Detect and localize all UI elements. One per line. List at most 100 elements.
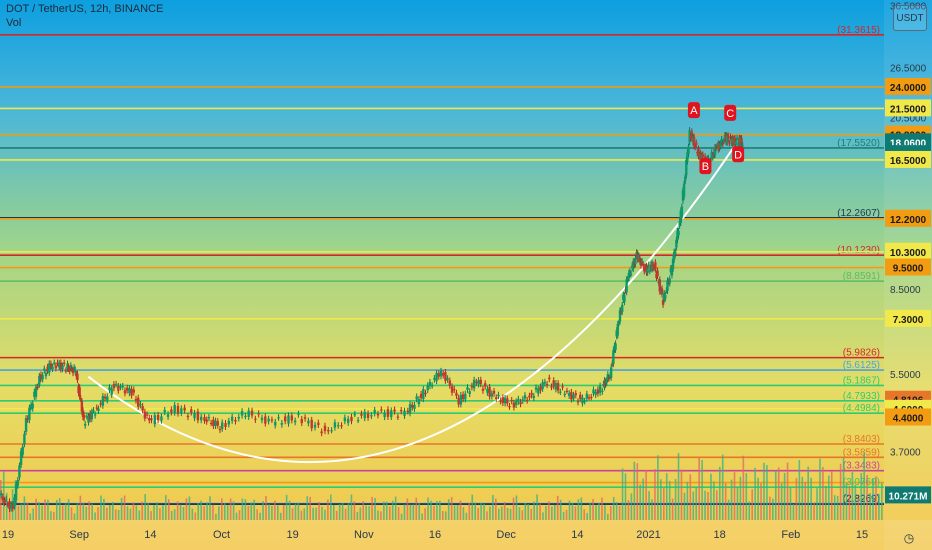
candle-body (488, 386, 491, 397)
volume-bar (548, 501, 550, 520)
volume-bar (489, 506, 491, 520)
candle-body (733, 137, 737, 145)
candle-body (483, 383, 487, 387)
volume-bar (459, 500, 462, 520)
candle-body (221, 422, 224, 429)
candle-body (628, 270, 632, 275)
volume-bar (592, 498, 594, 520)
candle-body (722, 140, 726, 142)
candle-body (490, 393, 494, 397)
candle-body (682, 183, 686, 197)
volume-bar (91, 503, 93, 520)
volume-bar (601, 497, 603, 520)
wave-label-text: B (702, 161, 709, 173)
volume-bar (689, 474, 692, 520)
candle-body (581, 397, 584, 404)
candle-body (450, 386, 454, 393)
wave-label-badge (732, 146, 745, 163)
candle-body (218, 428, 222, 431)
volume-bar (0, 480, 2, 520)
candle-body (475, 381, 478, 384)
candle-body (408, 404, 412, 414)
candle-body (415, 396, 418, 400)
candle-body (346, 418, 350, 423)
candle-body (411, 404, 414, 408)
y-tick-label: 36.5000 (890, 1, 927, 12)
candle-body (134, 398, 138, 401)
volume-bar (657, 455, 659, 520)
price-box (885, 486, 931, 504)
candle-body (92, 410, 95, 412)
volume-bar (117, 509, 120, 520)
candle-body (617, 322, 621, 324)
volume-bar (238, 510, 241, 520)
candle-body (486, 388, 489, 393)
candle-body (654, 262, 657, 270)
volume-bar (383, 501, 385, 520)
candle-body (477, 380, 480, 385)
volume-bar (412, 504, 415, 520)
candle-body (672, 251, 676, 260)
volume-bar (23, 496, 26, 520)
volume-bar (607, 513, 609, 520)
volume-bar (141, 501, 144, 520)
candle-body (426, 385, 429, 391)
candle-body (18, 465, 21, 478)
volume-bar (474, 502, 477, 520)
x-tick-label: Sep (69, 529, 89, 541)
candle-body (642, 264, 645, 266)
candle-body (300, 418, 303, 424)
volume-bar (559, 499, 562, 520)
candle-body (646, 268, 649, 273)
candle-body (661, 300, 665, 305)
candle-body (572, 394, 575, 399)
volume-bar (639, 484, 642, 520)
volume-bar (111, 501, 114, 520)
volume-bar (427, 497, 429, 520)
time-axis-background (0, 520, 932, 550)
candle-body (537, 388, 540, 394)
candle-body (625, 279, 628, 293)
candle-body (203, 417, 206, 421)
candle-body (632, 261, 635, 270)
candle-body (735, 137, 739, 139)
candle-body (78, 387, 81, 397)
volume-bar (179, 504, 182, 520)
candle-body (680, 206, 684, 218)
candle-body (97, 408, 100, 411)
volume-bar (150, 511, 152, 520)
candle-body (13, 497, 16, 507)
candle-body (313, 424, 317, 428)
candle-body (72, 367, 76, 369)
candle-body (563, 393, 566, 396)
candle-body (320, 431, 323, 434)
candle-body (366, 413, 370, 418)
candle-body (639, 261, 643, 266)
volume-bar (300, 510, 303, 520)
candle-body (128, 388, 131, 394)
volume-bar (701, 460, 703, 520)
price-box (885, 258, 931, 276)
volume-bar (444, 511, 447, 520)
volume-bar (64, 503, 67, 520)
candle-body (554, 383, 558, 390)
x-tick-label: 19 (287, 529, 299, 541)
clock-icon[interactable]: ◷ (903, 531, 915, 545)
candle-body (567, 393, 571, 396)
candle-body (457, 397, 460, 405)
candle-body (173, 405, 176, 413)
candle-body (517, 398, 520, 402)
volume-bar (536, 494, 538, 520)
currency-button[interactable]: USDT (893, 5, 927, 31)
candle-body (612, 350, 615, 365)
volume-bar (486, 511, 488, 520)
candle-body (541, 382, 544, 389)
volume-bar (857, 498, 860, 520)
candle-body (386, 409, 390, 417)
candle-body (108, 387, 111, 391)
candle-body (212, 419, 215, 427)
volume-bar (745, 473, 748, 520)
y-tick-label: 26.5000 (890, 64, 927, 75)
